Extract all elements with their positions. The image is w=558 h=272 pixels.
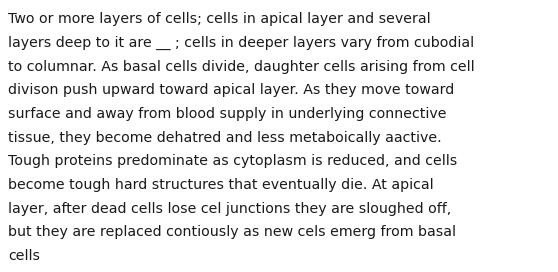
Text: Two or more layers of cells; cells in apical layer and several: Two or more layers of cells; cells in ap… <box>8 12 430 26</box>
Text: to columnar. As basal cells divide, daughter cells arising from cell: to columnar. As basal cells divide, daug… <box>8 60 474 73</box>
Text: divison push upward toward apical layer. As they move toward: divison push upward toward apical layer.… <box>8 83 454 97</box>
Text: surface and away from blood supply in underlying connective: surface and away from blood supply in un… <box>8 107 446 121</box>
Text: become tough hard structures that eventually die. At apical: become tough hard structures that eventu… <box>8 178 434 192</box>
Text: tissue, they become dehatred and less metaboically aactive.: tissue, they become dehatred and less me… <box>8 131 441 144</box>
Text: cells: cells <box>8 249 40 263</box>
Text: layer, after dead cells lose cel junctions they are sloughed off,: layer, after dead cells lose cel junctio… <box>8 202 451 215</box>
Text: layers deep to it are __ ; cells in deeper layers vary from cubodial: layers deep to it are __ ; cells in deep… <box>8 36 474 50</box>
Text: Tough proteins predominate as cytoplasm is reduced, and cells: Tough proteins predominate as cytoplasm … <box>8 154 457 168</box>
Text: but they are replaced contiously as new cels emerg from basal: but they are replaced contiously as new … <box>8 225 456 239</box>
